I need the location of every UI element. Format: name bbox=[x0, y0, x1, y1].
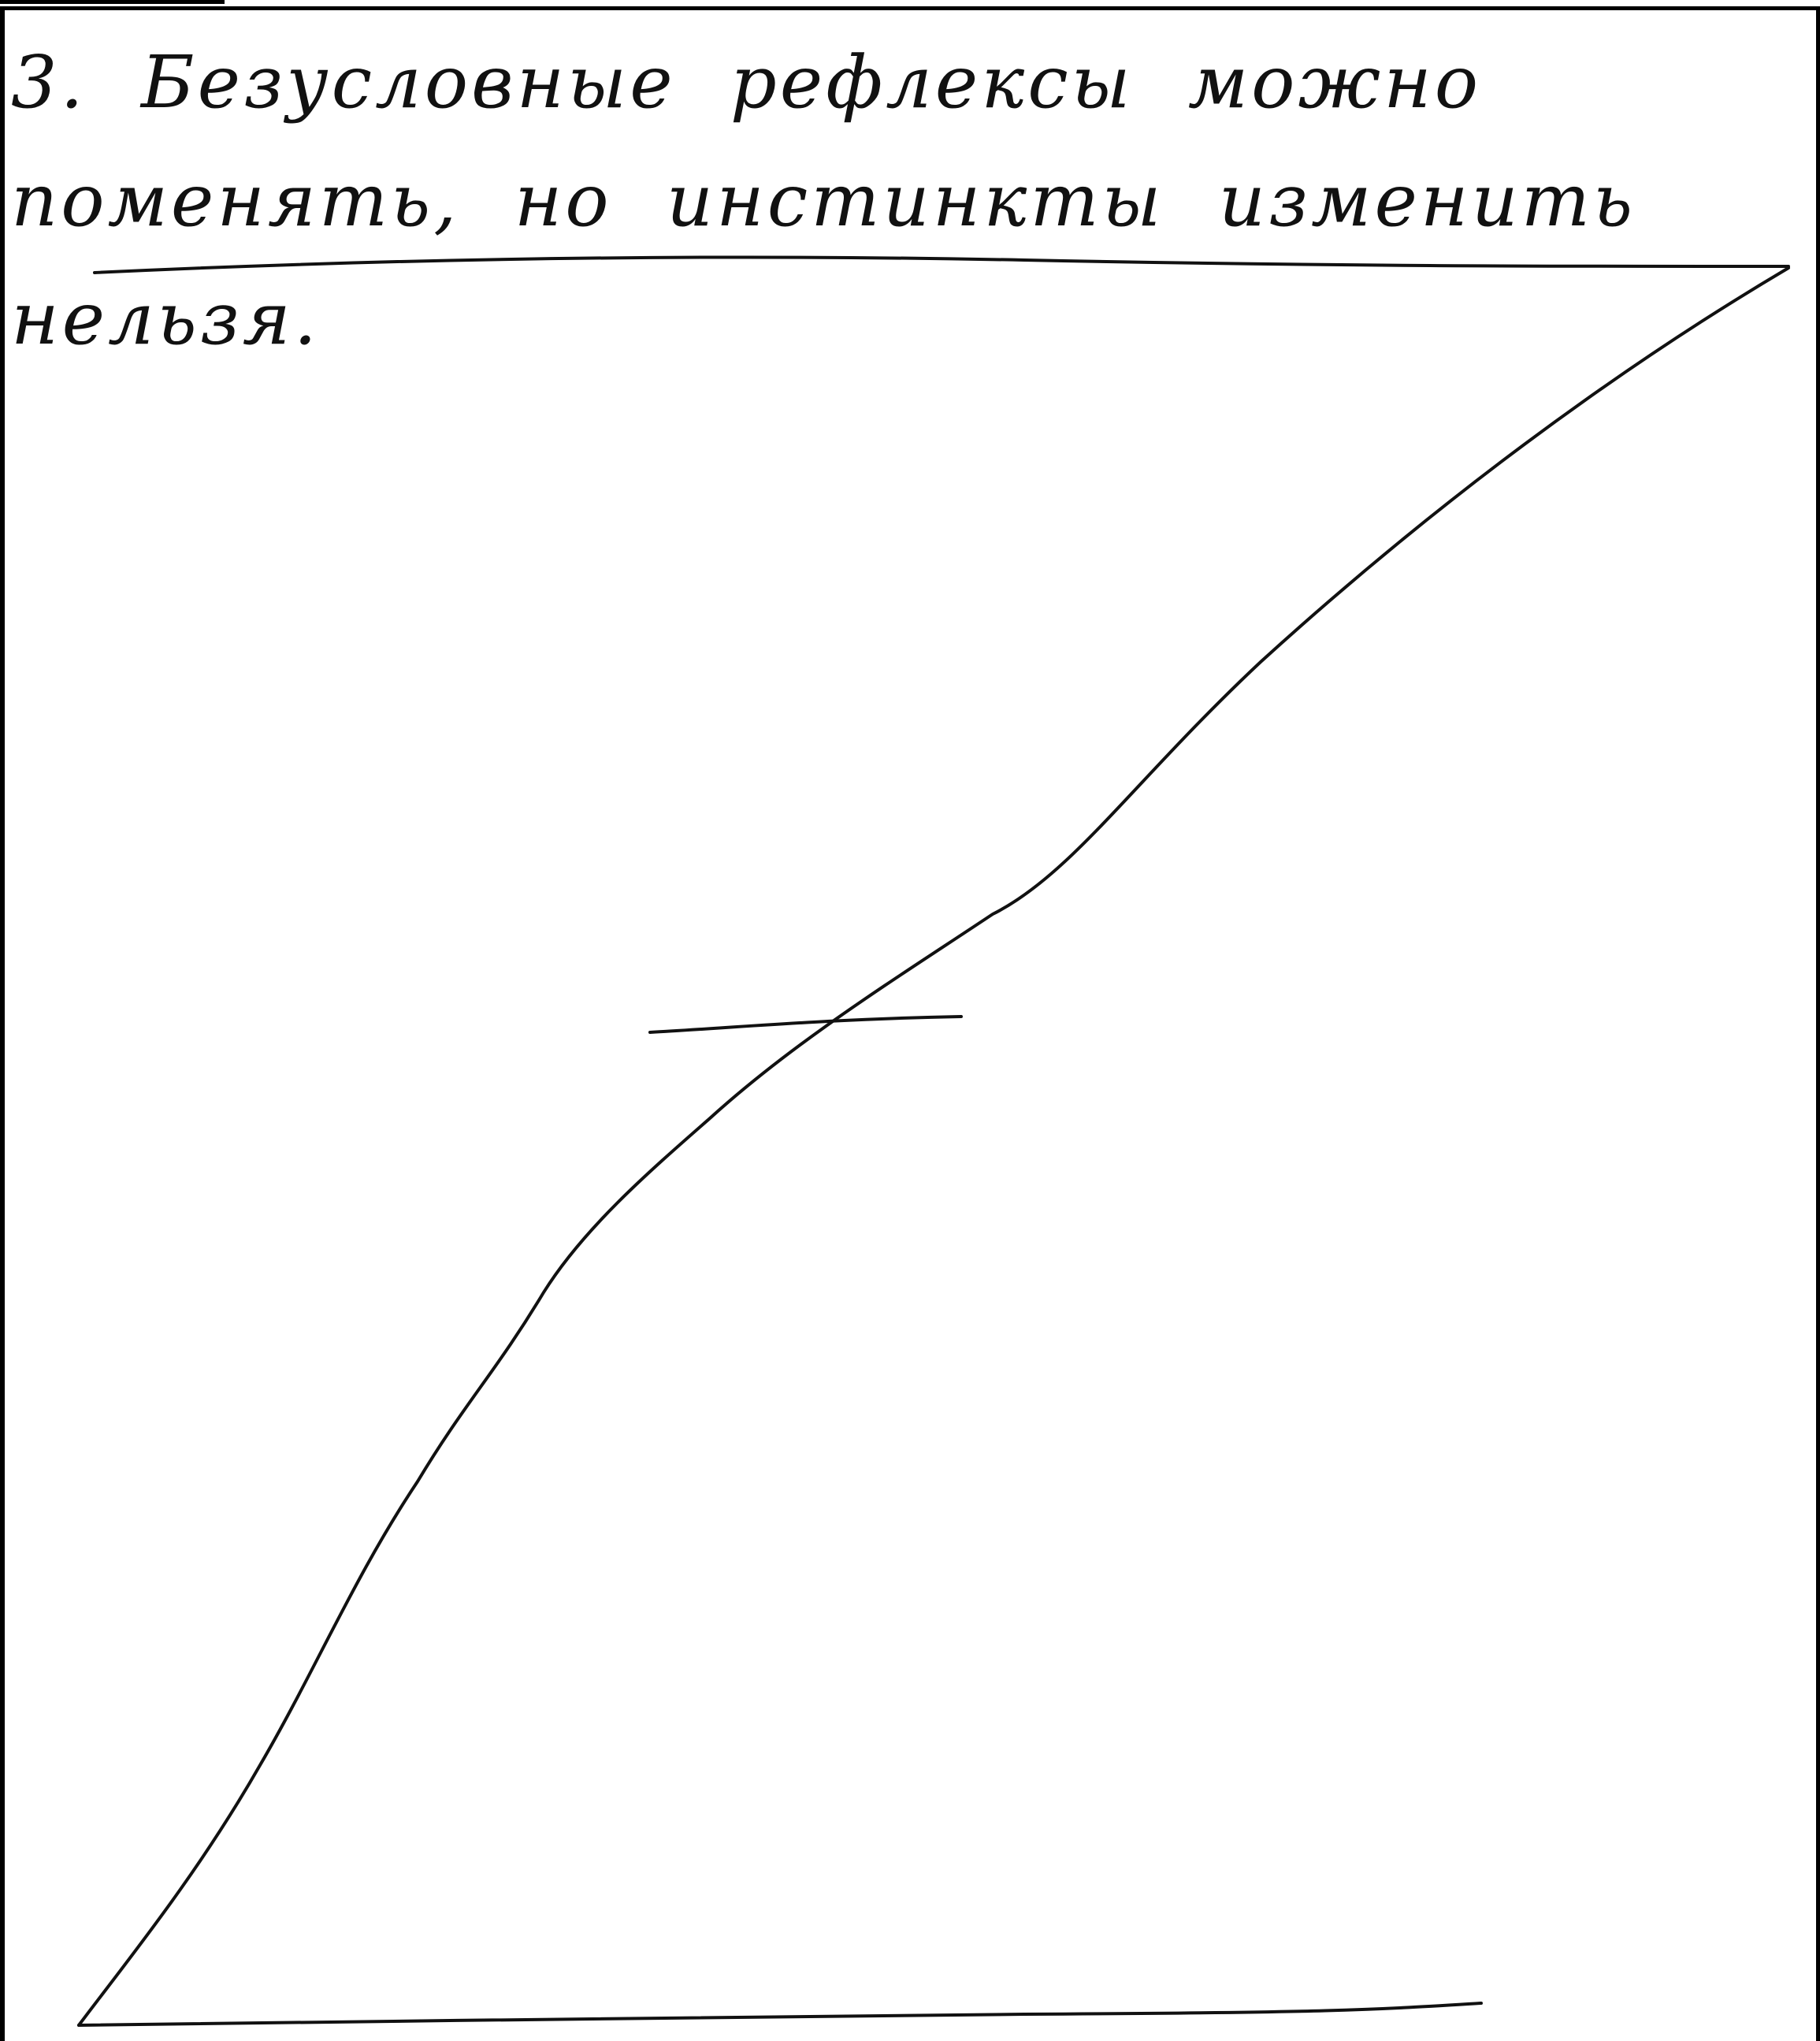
frame-right-border bbox=[1816, 6, 1820, 2041]
strikeout-crossbar bbox=[648, 1015, 963, 1034]
frame-top-border bbox=[0, 6, 1820, 10]
handwritten-answer: 3. Безусловные рефлексы можно поменять, … bbox=[11, 40, 1636, 361]
strikeout-diagonal bbox=[77, 266, 1790, 2027]
strikeout-top-line bbox=[93, 255, 1790, 274]
frame-left-border bbox=[0, 6, 5, 2041]
frame-top-tab bbox=[0, 0, 225, 4]
strikeout-bottom-line bbox=[77, 2002, 1483, 2027]
